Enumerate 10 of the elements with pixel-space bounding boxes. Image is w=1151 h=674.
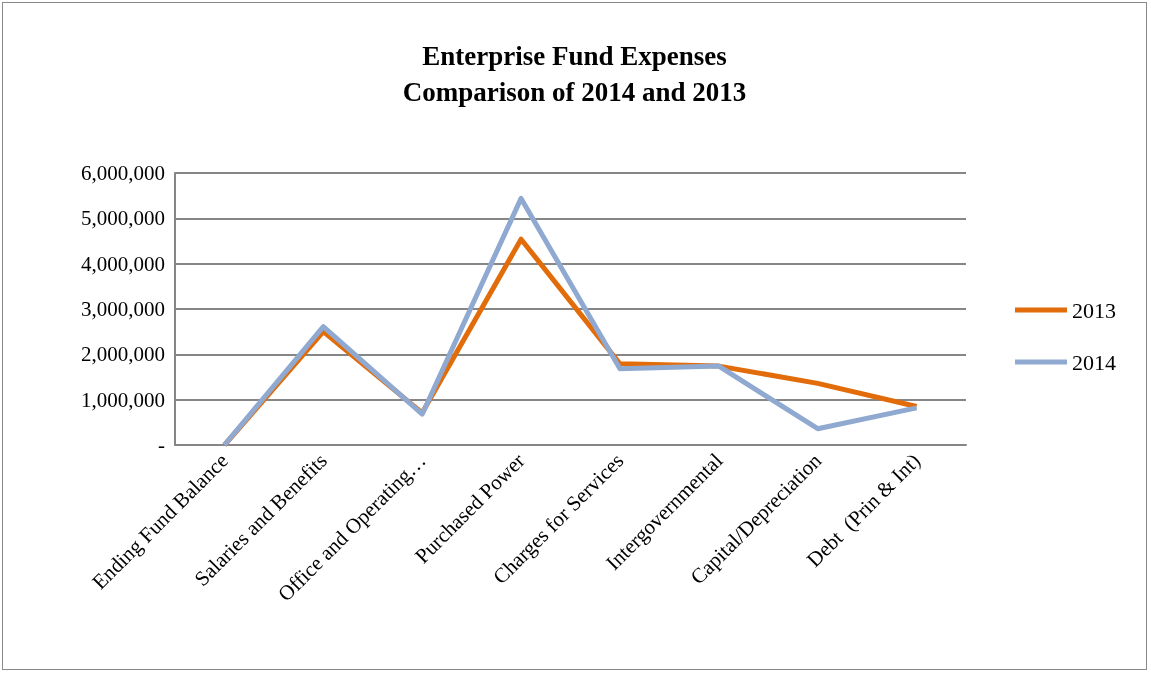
legend-label: 2013 xyxy=(1072,297,1116,323)
chart-title: Enterprise Fund Expenses Comparison of 2014 and 2013 xyxy=(402,41,747,107)
y-tick-label: 6,000,000 xyxy=(81,161,165,185)
y-tick-label: 5,000,000 xyxy=(81,206,165,231)
y-tick-label: 2,000,000 xyxy=(81,342,165,367)
y-tick-label: 4,000,000 xyxy=(81,251,165,276)
y-tick-label: 3,000,000 xyxy=(81,297,165,321)
legend-label: 2014 xyxy=(1072,349,1116,375)
y-tick-label: - xyxy=(158,433,165,457)
y-tick-label: 1,000,000 xyxy=(81,387,165,412)
